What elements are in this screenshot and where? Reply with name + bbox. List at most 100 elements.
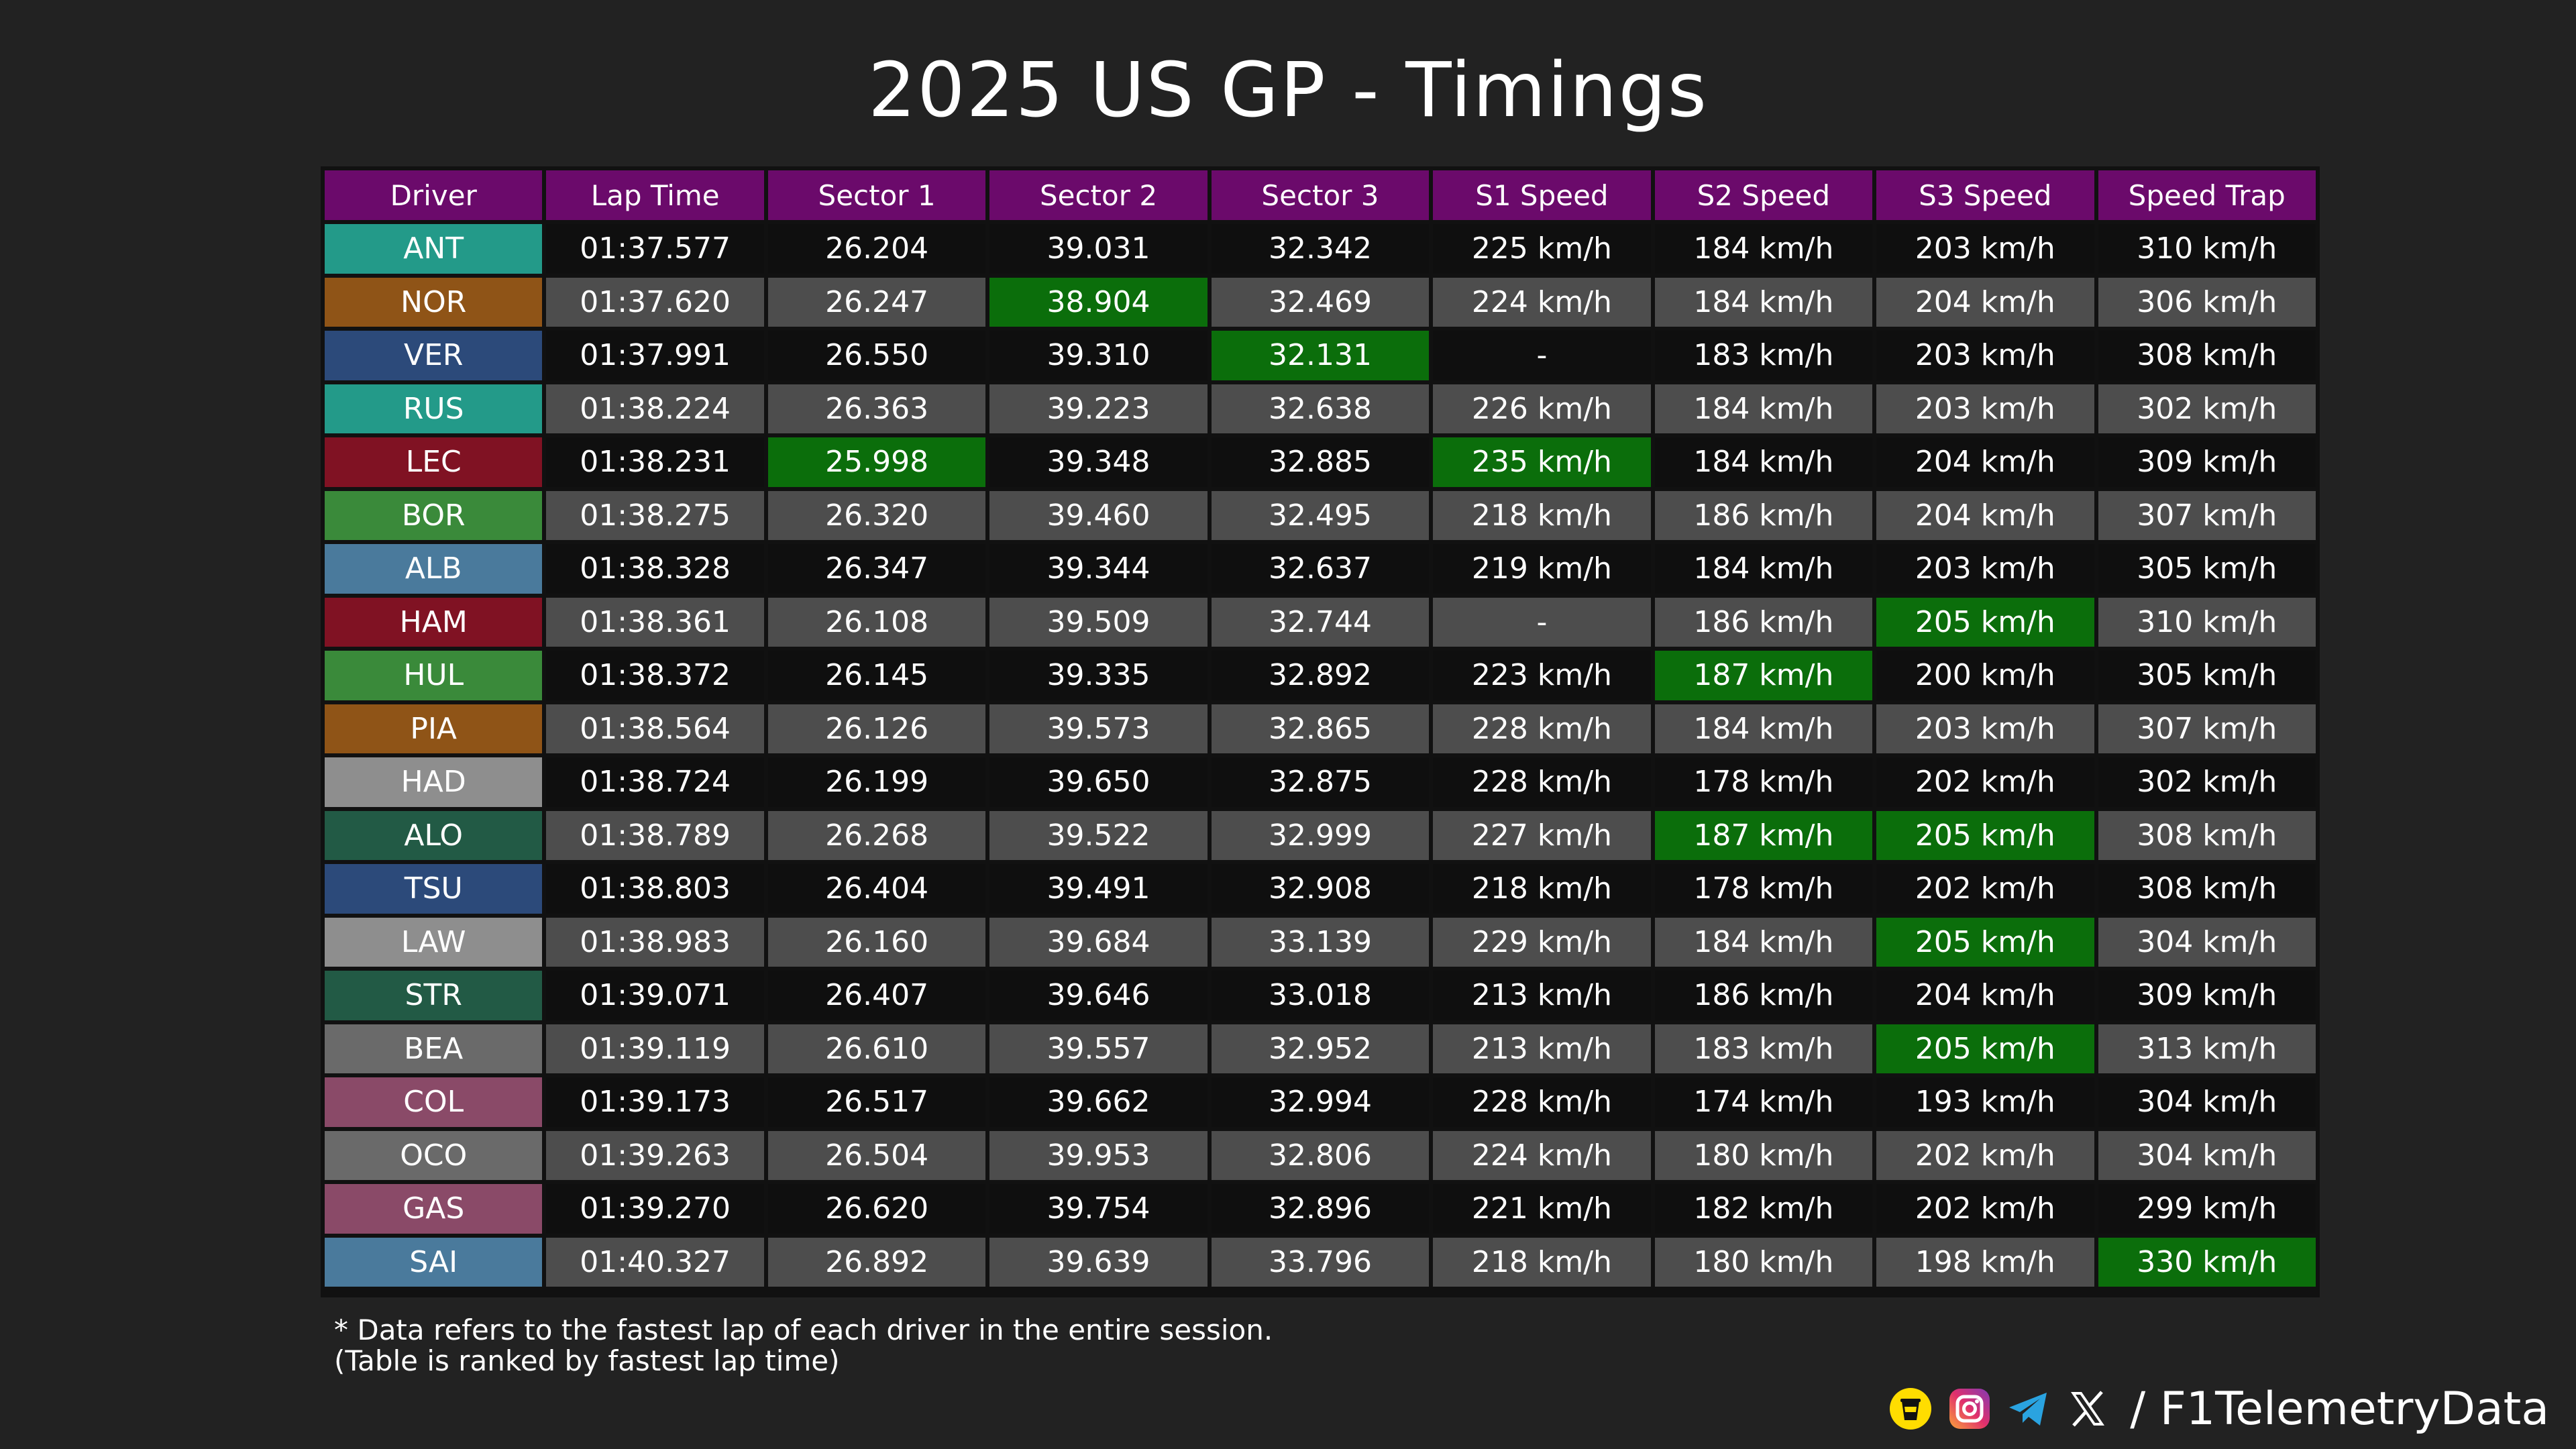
timing-table-container: Driver Lap Time Sector 1 Sector 2 Sector 3 S1… <box>321 166 2320 1297</box>
value-cell: 39.522 <box>989 810 1208 860</box>
value-cell: 26.517 <box>767 1077 986 1127</box>
value-cell: 184 km/h <box>1654 224 1873 274</box>
table-row: LAW 01:38.983 26.160 39.684 33.139 229 km/h 18… <box>325 917 2316 967</box>
table-row: GAS 01:39.270 26.620 39.754 32.896 221 km/h 18… <box>325 1184 2316 1234</box>
value-cell: 01:38.224 <box>546 384 764 433</box>
value-cell: 225 km/h <box>1433 224 1651 274</box>
driver-cell: BEA <box>325 1024 543 1073</box>
value-cell: 26.504 <box>767 1130 986 1180</box>
value-cell: 33.139 <box>1211 917 1430 967</box>
value-cell: 26.620 <box>767 1184 986 1234</box>
value-cell: 304 km/h <box>2098 1077 2316 1127</box>
driver-cell: LAW <box>325 917 543 967</box>
value-cell: 308 km/h <box>2098 810 2316 860</box>
value-cell: 193 km/h <box>1876 1077 2094 1127</box>
value-cell: 39.684 <box>989 917 1208 967</box>
table-row: HUL 01:38.372 26.145 39.335 32.892 223 km/h 18… <box>325 651 2316 700</box>
best-value-cell: 205 km/h <box>1876 917 2094 967</box>
driver-cell: RUS <box>325 384 543 433</box>
table-row: TSU 01:38.803 26.404 39.491 32.908 218 km/h 17… <box>325 864 2316 914</box>
value-cell: 307 km/h <box>2098 704 2316 753</box>
value-cell: 32.342 <box>1211 224 1430 274</box>
value-cell: 01:38.724 <box>546 757 764 807</box>
best-value-cell: 32.131 <box>1211 331 1430 380</box>
table-row: VER 01:37.991 26.550 39.310 32.131-183 km/h 2… <box>325 331 2316 380</box>
table-row: PIA 01:38.564 26.126 39.573 32.865 228 km/h 18… <box>325 704 2316 753</box>
value-cell: 200 km/h <box>1876 651 2094 700</box>
value-cell: 184 km/h <box>1654 544 1873 594</box>
driver-cell: STR <box>325 971 543 1020</box>
value-cell: 183 km/h <box>1654 331 1873 380</box>
driver-cell: ALO <box>325 810 543 860</box>
x-icon[interactable] <box>2065 1387 2110 1431</box>
value-cell: 26.363 <box>767 384 986 433</box>
value-cell: 26.247 <box>767 277 986 327</box>
value-cell: 39.557 <box>989 1024 1208 1073</box>
value-cell: 32.908 <box>1211 864 1430 914</box>
value-cell: 26.268 <box>767 810 986 860</box>
value-cell: 204 km/h <box>1876 971 2094 1020</box>
value-cell: 39.491 <box>989 864 1208 914</box>
value-cell: 01:38.564 <box>546 704 764 753</box>
value-cell: 26.407 <box>767 971 986 1020</box>
timing-table: Driver Lap Time Sector 1 Sector 2 Sector 3 S1… <box>321 166 2320 1291</box>
value-cell: 204 km/h <box>1876 490 2094 540</box>
value-cell: 01:38.983 <box>546 917 764 967</box>
value-cell: 213 km/h <box>1433 971 1651 1020</box>
value-cell: 184 km/h <box>1654 384 1873 433</box>
value-cell: 183 km/h <box>1654 1024 1873 1073</box>
value-cell: 218 km/h <box>1433 1237 1651 1287</box>
footnote-line-1: * Data refers to the fastest lap of each… <box>334 1313 1273 1346</box>
page-title: 2025 US GP - Timings <box>868 47 1708 134</box>
value-cell: 26.347 <box>767 544 986 594</box>
value-cell: 01:39.270 <box>546 1184 764 1234</box>
instagram-icon[interactable] <box>1947 1387 1992 1431</box>
value-cell: 313 km/h <box>2098 1024 2316 1073</box>
value-cell: 32.875 <box>1211 757 1430 807</box>
value-cell: 32.806 <box>1211 1130 1430 1180</box>
value-cell: 01:37.577 <box>546 224 764 274</box>
value-cell: 228 km/h <box>1433 757 1651 807</box>
value-cell: 39.223 <box>989 384 1208 433</box>
value-cell: 01:38.789 <box>546 810 764 860</box>
column-header: Sector 1 <box>767 170 986 220</box>
driver-cell: ALB <box>325 544 543 594</box>
value-cell: 32.637 <box>1211 544 1430 594</box>
value-cell: 26.126 <box>767 704 986 753</box>
value-cell: 203 km/h <box>1876 544 2094 594</box>
value-cell: 26.404 <box>767 864 986 914</box>
value-cell: 26.892 <box>767 1237 986 1287</box>
column-header: S2 Speed <box>1654 170 1873 220</box>
value-cell: 174 km/h <box>1654 1077 1873 1127</box>
value-cell: 39.650 <box>989 757 1208 807</box>
value-cell: 224 km/h <box>1433 1130 1651 1180</box>
table-row: BOR 01:38.275 26.320 39.460 32.495 218 km/h 18… <box>325 490 2316 540</box>
driver-cell: BOR <box>325 490 543 540</box>
column-header: Speed Trap <box>2098 170 2316 220</box>
value-cell: 308 km/h <box>2098 864 2316 914</box>
value-cell: 39.953 <box>989 1130 1208 1180</box>
table-row: STR 01:39.071 26.407 39.646 33.018 213 km/h 18… <box>325 971 2316 1020</box>
value-cell: 306 km/h <box>2098 277 2316 327</box>
driver-cell: OCO <box>325 1130 543 1180</box>
buymeacoffee-icon[interactable] <box>1888 1387 1933 1431</box>
value-cell: 202 km/h <box>1876 757 2094 807</box>
best-value-cell: 235 km/h <box>1433 437 1651 487</box>
footnote-line-2: (Table is ranked by fastest lap time) <box>334 1344 840 1377</box>
value-cell: 184 km/h <box>1654 437 1873 487</box>
value-cell: 221 km/h <box>1433 1184 1651 1234</box>
best-value-cell: 38.904 <box>989 277 1208 327</box>
value-cell: 01:38.231 <box>546 437 764 487</box>
value-cell: 32.638 <box>1211 384 1430 433</box>
value-cell: 180 km/h <box>1654 1130 1873 1180</box>
value-cell: 299 km/h <box>2098 1184 2316 1234</box>
social-handle: / F1TelemetryData <box>2130 1382 2549 1436</box>
driver-cell: HAD <box>325 757 543 807</box>
value-cell: 178 km/h <box>1654 757 1873 807</box>
value-cell: 203 km/h <box>1876 224 2094 274</box>
value-cell: 39.509 <box>989 597 1208 647</box>
value-cell: 203 km/h <box>1876 331 2094 380</box>
driver-cell: VER <box>325 331 543 380</box>
telegram-icon[interactable] <box>2006 1387 2051 1431</box>
value-cell: 26.199 <box>767 757 986 807</box>
